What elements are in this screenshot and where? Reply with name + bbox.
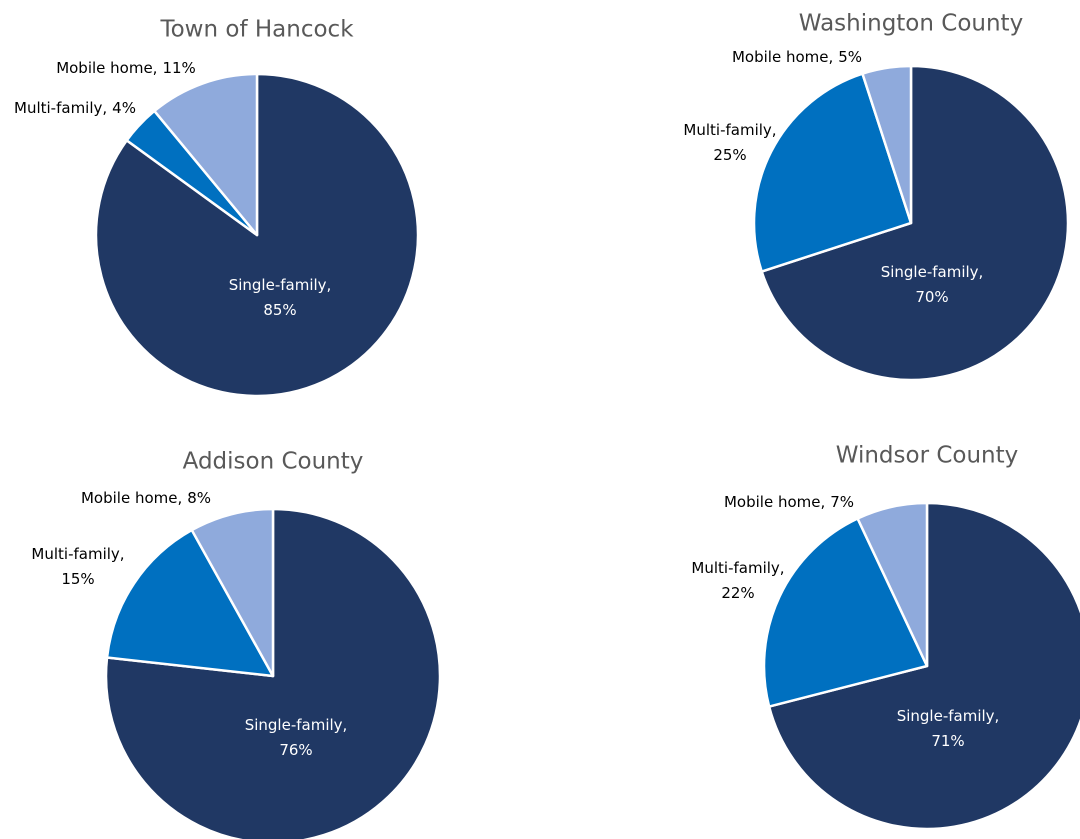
value-label: 70% (915, 288, 948, 306)
value-label: 22% (721, 584, 754, 602)
data-label: Multi-family, 4% (14, 99, 136, 117)
pie-slice (861, 64, 913, 225)
value-label: 25% (713, 146, 746, 164)
category-label: Single-family, (897, 707, 1000, 725)
value-label: 71% (931, 732, 964, 750)
data-label: Mobile home, 8% (81, 489, 211, 507)
pie-chart: Windsor County Single-family, 71% Multi-fam… (691, 443, 1080, 831)
pie-slice (105, 528, 275, 678)
category-label: Single-family, (245, 716, 348, 734)
value-label: 4% (112, 99, 136, 117)
pie-slice (153, 72, 259, 237)
data-label: Multi-family, 15% (31, 545, 124, 588)
value-label: 11% (162, 59, 195, 77)
data-label: Mobile home, 7% (724, 493, 854, 511)
category-label: Single-family, (229, 276, 332, 294)
data-label: Mobile home, 5% (732, 48, 862, 66)
category-label: Multi-family, (14, 99, 107, 117)
category-label: Multi-family, (31, 545, 124, 563)
pie-chart: Town of Hancock Single-family, 85% Multi-fa… (14, 17, 420, 398)
pie-slice (767, 501, 1080, 831)
pie-slice (752, 72, 913, 273)
pie-slice (856, 501, 929, 668)
chart-title: Windsor County (836, 443, 1019, 469)
pie-slice (190, 507, 275, 678)
pie-chart: Addison County Single-family, 76% Multi-fam… (31, 449, 442, 839)
data-label: Single-family, 85% (229, 276, 332, 319)
category-label: Single-family, (881, 263, 984, 281)
pie-slice (762, 517, 929, 708)
category-label: Mobile home, (724, 493, 825, 511)
category-label: Multi-family, (683, 121, 776, 139)
value-label: 7% (830, 493, 854, 511)
data-label: Mobile home, 11% (56, 59, 196, 77)
category-label: Multi-family, (691, 559, 784, 577)
data-label: Multi-family, 25% (683, 121, 776, 164)
value-label: 8% (187, 489, 211, 507)
data-label: Single-family, 71% (897, 707, 1000, 750)
data-label: Multi-family, 22% (691, 559, 784, 602)
pie-slice (104, 507, 442, 839)
chart-title: Addison County (183, 449, 364, 475)
category-label: Mobile home, (732, 48, 833, 66)
chart-title: Washington County (799, 11, 1023, 37)
chart-title: Town of Hancock (159, 17, 354, 43)
value-label: 15% (61, 570, 94, 588)
value-label: 76% (279, 741, 312, 759)
data-label: Single-family, 76% (245, 716, 348, 759)
data-label: Single-family, 70% (881, 263, 984, 306)
pie-chart: Washington County Single-family, 70% Multi-… (683, 11, 1070, 382)
pie-slice (760, 64, 1070, 382)
value-label: 85% (263, 301, 296, 319)
category-label: Mobile home, (81, 489, 182, 507)
category-label: Mobile home, (56, 59, 157, 77)
value-label: 5% (838, 48, 862, 66)
